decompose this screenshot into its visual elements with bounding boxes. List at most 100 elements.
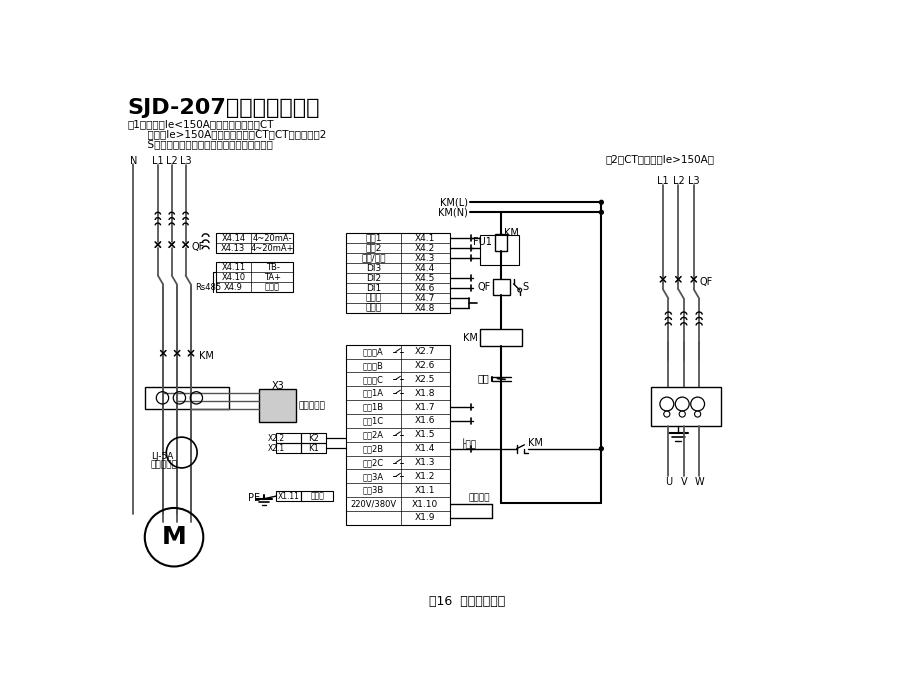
Text: 注2：CT的接线（Ie>150A）: 注2：CT的接线（Ie>150A） xyxy=(605,154,713,164)
Text: 当电机Ie>150A，需要外接保护CT，CT的接线参注2: 当电机Ie>150A，需要外接保护CT，CT的接线参注2 xyxy=(128,129,326,139)
Text: SJD-207直接启动接线图: SJD-207直接启动接线图 xyxy=(128,98,320,118)
Text: X4.7: X4.7 xyxy=(415,294,435,303)
Text: KM: KM xyxy=(527,437,543,448)
Text: 公共端: 公共端 xyxy=(365,294,381,303)
Text: X4.1: X4.1 xyxy=(415,234,435,243)
Text: KM: KM xyxy=(503,228,517,238)
Bar xyxy=(480,236,518,265)
Text: 互感器接口: 互感器接口 xyxy=(299,401,325,410)
Bar xyxy=(216,233,293,253)
Bar xyxy=(301,491,333,501)
Text: KM(L): KM(L) xyxy=(440,197,467,207)
Text: QF: QF xyxy=(476,282,490,292)
Text: L2: L2 xyxy=(671,176,683,187)
Text: X1.4: X1.4 xyxy=(415,444,435,453)
Bar xyxy=(276,491,301,501)
Text: S: S xyxy=(522,282,528,292)
Text: 紧停: 紧停 xyxy=(477,374,489,384)
Bar xyxy=(276,444,301,453)
Text: X1.8: X1.8 xyxy=(415,389,435,398)
Text: U: U xyxy=(664,477,671,486)
Text: TA+: TA+ xyxy=(264,273,281,282)
Text: K2: K2 xyxy=(308,434,319,443)
Text: X1.2: X1.2 xyxy=(415,472,435,481)
Text: 控制2B: 控制2B xyxy=(363,444,384,453)
Text: QF: QF xyxy=(191,242,205,252)
Bar xyxy=(345,345,449,525)
Bar xyxy=(495,234,507,251)
Text: X1.3: X1.3 xyxy=(415,458,435,467)
Text: 控制1C: 控制1C xyxy=(363,417,384,426)
Text: X1.1: X1.1 xyxy=(415,486,435,495)
Circle shape xyxy=(599,447,603,451)
Text: X2.6: X2.6 xyxy=(415,361,435,370)
Text: X1.6: X1.6 xyxy=(415,417,435,426)
Text: M: M xyxy=(161,525,186,549)
Text: K1: K1 xyxy=(308,444,319,453)
Text: LJ-5A: LJ-5A xyxy=(150,452,173,461)
Bar xyxy=(260,390,296,422)
Bar xyxy=(479,330,522,346)
Text: X4.11: X4.11 xyxy=(221,263,245,272)
Text: 零序互感器: 零序互感器 xyxy=(150,460,178,469)
Text: DI3: DI3 xyxy=(365,263,381,273)
Text: X4.8: X4.8 xyxy=(415,303,435,312)
Circle shape xyxy=(599,200,603,205)
Circle shape xyxy=(599,210,603,214)
Text: KM: KM xyxy=(200,351,214,361)
Text: X4.9: X4.9 xyxy=(223,283,242,292)
Text: 4~20mA-: 4~20mA- xyxy=(252,234,292,243)
Text: X2.2: X2.2 xyxy=(268,434,285,443)
Text: TB-: TB- xyxy=(265,263,279,272)
Text: 220V/380V: 220V/380V xyxy=(350,500,396,509)
Text: 控制1A: 控制1A xyxy=(363,389,384,398)
Text: PE: PE xyxy=(248,493,260,503)
Text: W: W xyxy=(693,477,703,486)
Bar xyxy=(650,387,720,426)
Text: 保护地: 保护地 xyxy=(310,491,323,500)
Text: ├启动: ├启动 xyxy=(460,438,476,448)
Text: L1: L1 xyxy=(657,176,668,187)
Text: X3: X3 xyxy=(271,381,284,390)
Text: S为轴屉手柄辅助接点，仅在试验位置时接通: S为轴屉手柄辅助接点，仅在试验位置时接通 xyxy=(128,139,272,149)
Bar xyxy=(216,263,293,292)
Text: X4.3: X4.3 xyxy=(415,254,435,263)
Text: 4~20mA+: 4~20mA+ xyxy=(251,244,294,253)
Text: L2: L2 xyxy=(166,156,178,167)
Text: 可编程A: 可编程A xyxy=(363,347,384,356)
Text: L3: L3 xyxy=(179,156,191,167)
Bar xyxy=(301,433,325,444)
Text: X1.9: X1.9 xyxy=(415,513,435,522)
Text: 控制1B: 控制1B xyxy=(363,403,384,412)
Text: 控制3A: 控制3A xyxy=(363,472,384,481)
Text: X1.11: X1.11 xyxy=(278,491,300,500)
Bar xyxy=(301,444,325,453)
Text: X4.4: X4.4 xyxy=(415,263,435,273)
Text: V: V xyxy=(680,477,686,486)
Text: N: N xyxy=(129,156,137,167)
Text: 停机/复位: 停机/复位 xyxy=(361,254,385,263)
Text: KM(N): KM(N) xyxy=(438,207,467,217)
Text: X4.14: X4.14 xyxy=(221,234,245,243)
Bar xyxy=(276,433,301,444)
Text: X2.5: X2.5 xyxy=(415,375,435,384)
Text: 控制3B: 控制3B xyxy=(363,486,384,495)
Text: DI2: DI2 xyxy=(365,274,381,283)
Bar xyxy=(492,279,509,294)
Text: X1.7: X1.7 xyxy=(415,403,435,412)
Text: X4.13: X4.13 xyxy=(221,244,245,253)
Text: X1.5: X1.5 xyxy=(415,430,435,439)
Text: Rs485: Rs485 xyxy=(195,283,220,292)
Text: X4.6: X4.6 xyxy=(415,283,435,292)
Text: X2.7: X2.7 xyxy=(415,347,435,356)
Bar xyxy=(345,233,449,313)
Text: 控制2C: 控制2C xyxy=(363,458,384,467)
Text: QF: QF xyxy=(699,276,712,287)
Text: X4.10: X4.10 xyxy=(221,273,245,282)
Text: 控制2A: 控制2A xyxy=(363,430,384,439)
Text: 公共端: 公共端 xyxy=(365,303,381,312)
Text: X1.10: X1.10 xyxy=(412,500,437,509)
Text: X2.1: X2.1 xyxy=(268,444,285,453)
Text: X4.2: X4.2 xyxy=(415,244,435,253)
Text: L3: L3 xyxy=(687,176,699,187)
